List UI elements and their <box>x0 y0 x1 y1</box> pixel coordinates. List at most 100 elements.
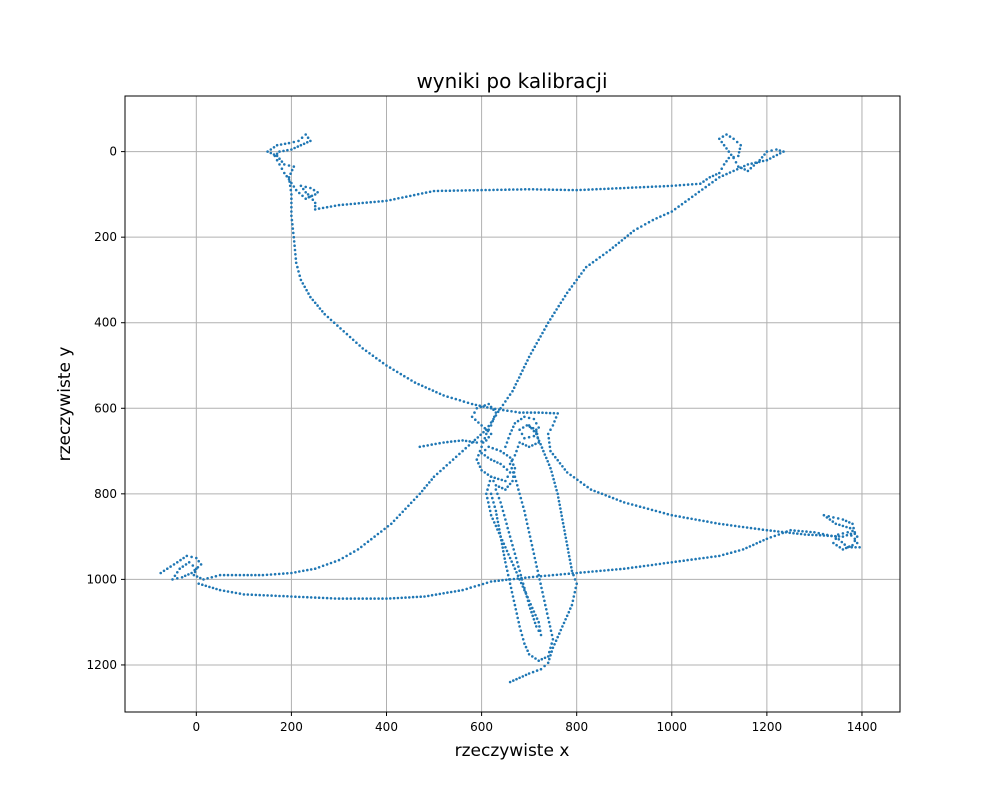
data-point <box>532 610 536 613</box>
data-point <box>505 565 508 568</box>
data-point <box>738 147 742 151</box>
data-point <box>614 243 618 247</box>
data-point <box>493 521 496 524</box>
data-point <box>273 572 277 576</box>
data-point <box>851 543 854 547</box>
data-point <box>505 522 508 526</box>
data-point <box>486 473 490 476</box>
data-point <box>536 436 539 439</box>
data-point <box>371 354 375 358</box>
data-point <box>514 556 518 560</box>
data-point <box>559 510 563 514</box>
data-point <box>580 272 583 275</box>
data-point <box>290 218 294 222</box>
data-point <box>579 480 583 484</box>
data-point <box>537 659 540 662</box>
data-point <box>501 546 505 549</box>
data-point <box>304 185 308 189</box>
data-point <box>306 193 310 196</box>
data-point <box>750 162 753 165</box>
data-point <box>519 573 523 577</box>
data-point <box>293 146 296 150</box>
data-point <box>746 163 750 166</box>
data-point <box>282 594 285 598</box>
data-point <box>449 440 453 443</box>
data-point <box>352 550 356 553</box>
data-point <box>526 526 530 530</box>
data-point <box>341 203 345 206</box>
data-point <box>535 432 538 436</box>
data-point <box>512 425 515 429</box>
data-point <box>706 556 709 559</box>
data-point <box>445 464 449 467</box>
data-point <box>477 583 481 587</box>
data-point <box>558 462 562 465</box>
data-point <box>398 513 402 517</box>
data-point <box>539 442 542 446</box>
data-point <box>290 193 293 196</box>
data-point <box>513 422 517 425</box>
data-point <box>841 532 845 535</box>
data-point <box>797 529 800 533</box>
data-point <box>556 412 559 415</box>
data-point <box>292 231 295 235</box>
data-point <box>317 207 321 210</box>
data-point <box>453 439 457 443</box>
data-point <box>575 188 578 192</box>
data-point <box>501 578 504 582</box>
data-point <box>531 444 534 447</box>
data-point <box>728 135 732 138</box>
data-point <box>603 569 606 572</box>
data-point <box>527 416 531 420</box>
data-point <box>507 436 510 440</box>
data-point <box>537 439 541 443</box>
data-point <box>591 188 594 191</box>
data-point <box>595 187 598 191</box>
data-point <box>583 571 586 574</box>
data-point <box>476 436 480 439</box>
data-point <box>725 147 728 150</box>
data-point <box>416 192 420 196</box>
data-point <box>508 432 512 436</box>
data-point <box>524 576 527 579</box>
data-point <box>302 595 305 599</box>
data-point <box>430 443 434 446</box>
data-point <box>361 347 365 350</box>
data-point <box>762 539 765 542</box>
data-point <box>197 582 200 585</box>
data-point <box>536 569 539 573</box>
data-point <box>846 546 849 549</box>
data-point <box>430 478 434 481</box>
data-point <box>560 514 563 518</box>
data-point <box>488 188 491 192</box>
data-point <box>698 557 701 560</box>
data-point <box>218 588 222 592</box>
data-point <box>473 438 477 442</box>
data-point <box>438 441 441 445</box>
data-point <box>834 537 838 541</box>
data-point <box>710 555 713 559</box>
data-point <box>563 294 567 298</box>
data-point <box>524 362 528 366</box>
data-point <box>694 193 697 196</box>
data-point <box>687 198 691 201</box>
data-point <box>615 498 619 501</box>
data-point <box>848 521 851 524</box>
data-point <box>531 188 535 191</box>
data-point <box>772 155 775 158</box>
data-point <box>737 525 741 528</box>
data-point <box>481 441 485 444</box>
data-point <box>480 469 483 472</box>
data-point <box>496 461 499 464</box>
data-point <box>528 535 532 538</box>
data-point <box>448 461 452 464</box>
data-point <box>472 189 476 192</box>
data-point <box>549 646 552 650</box>
data-point <box>321 596 325 600</box>
data-point <box>534 561 538 564</box>
data-point <box>527 672 531 675</box>
y-tick-label: 0 <box>109 145 117 159</box>
data-point <box>506 569 509 573</box>
data-point <box>535 342 538 345</box>
data-point <box>525 518 528 521</box>
